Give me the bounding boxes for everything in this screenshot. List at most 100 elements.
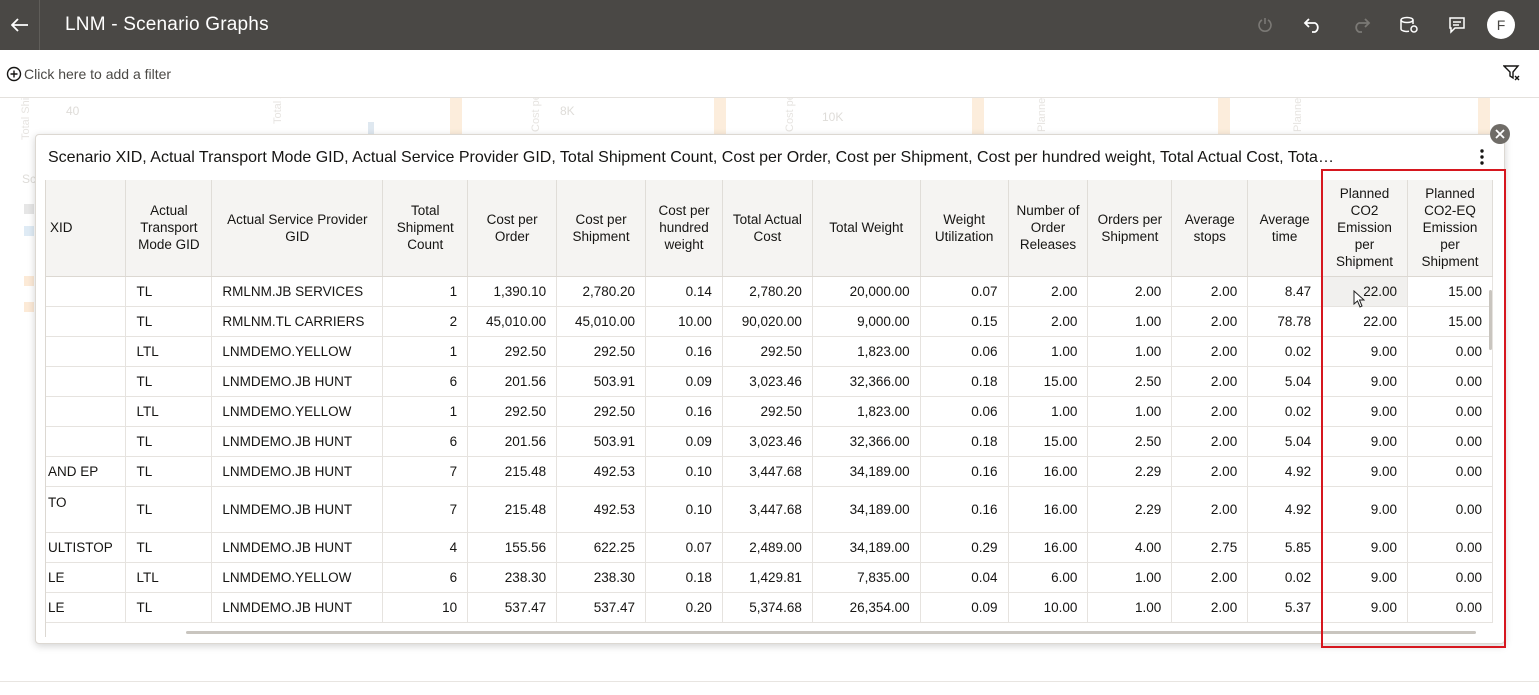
table-cell[interactable]: 4.92 bbox=[1247, 456, 1323, 487]
table-cell[interactable]: LTL bbox=[125, 336, 213, 367]
table-cell[interactable]: 2.00 bbox=[1171, 592, 1249, 623]
comments-button[interactable] bbox=[1433, 0, 1481, 50]
table-cell[interactable]: TL bbox=[125, 276, 213, 307]
table-cell[interactable]: 5.85 bbox=[1247, 532, 1323, 563]
table-cell[interactable]: 26,354.00 bbox=[812, 592, 921, 623]
column-header[interactable]: Average time bbox=[1247, 180, 1323, 277]
table-cell[interactable]: TL bbox=[125, 592, 213, 623]
table-cell[interactable]: 0.00 bbox=[1407, 562, 1493, 593]
table-cell[interactable]: 292.50 bbox=[722, 336, 813, 367]
table-cell[interactable]: 1.00 bbox=[1087, 306, 1173, 337]
table-cell[interactable] bbox=[46, 306, 127, 337]
table-cell[interactable]: 2,489.00 bbox=[722, 532, 813, 563]
table-cell[interactable]: 22.00 bbox=[1321, 306, 1408, 337]
table-cell[interactable]: 2.50 bbox=[1087, 426, 1173, 457]
table-row[interactable]: TL RMLNM.TL CARRIERS 2 45,010.00 45,010.00 10… bbox=[46, 306, 1493, 337]
table-cell[interactable]: 9.00 bbox=[1321, 396, 1408, 427]
table-cell[interactable]: 20,000.00 bbox=[812, 276, 921, 307]
table-cell[interactable] bbox=[46, 426, 127, 457]
table-cell[interactable]: 292.50 bbox=[467, 336, 558, 367]
table-cell[interactable]: 8.47 bbox=[1247, 276, 1323, 307]
table-cell[interactable]: 2.00 bbox=[1008, 306, 1089, 337]
table-cell[interactable]: LE bbox=[46, 562, 127, 593]
table-cell[interactable]: 0.15 bbox=[920, 306, 1009, 337]
table-cell[interactable]: 0.04 bbox=[920, 562, 1009, 593]
table-cell[interactable]: LTL bbox=[125, 562, 213, 593]
table-cell[interactable]: LTL bbox=[125, 396, 213, 427]
table-row[interactable]: TL RMLNM.JB SERVICES 1 1,390.10 2,780.20 0.14… bbox=[46, 276, 1493, 307]
table-cell[interactable]: 0.00 bbox=[1407, 366, 1493, 397]
table-cell[interactable]: 22.00 bbox=[1321, 276, 1408, 307]
table-cell[interactable]: 0.18 bbox=[645, 562, 723, 593]
table-cell[interactable]: LNMDEMO.JB HUNT bbox=[211, 592, 384, 623]
table-cell[interactable]: 78.78 bbox=[1247, 306, 1323, 337]
user-avatar[interactable]: F bbox=[1487, 11, 1515, 39]
column-header[interactable]: XID bbox=[46, 180, 127, 277]
column-header[interactable]: Weight Utilization bbox=[920, 180, 1009, 277]
table-cell[interactable]: 2,780.20 bbox=[722, 276, 813, 307]
table-cell[interactable]: LE bbox=[46, 592, 127, 623]
table-cell[interactable]: 238.30 bbox=[467, 562, 558, 593]
table-cell[interactable]: 492.53 bbox=[556, 456, 647, 487]
table-cell[interactable]: 9.00 bbox=[1321, 532, 1408, 563]
table-cell[interactable]: 6 bbox=[382, 562, 469, 593]
table-cell[interactable]: 2.00 bbox=[1171, 486, 1249, 533]
column-header[interactable]: Cost per Shipment bbox=[556, 180, 647, 277]
column-header[interactable]: Actual Service Provider GID bbox=[211, 180, 384, 277]
table-cell[interactable]: LNMDEMO.JB HUNT bbox=[211, 486, 384, 533]
table-cell[interactable] bbox=[46, 396, 127, 427]
table-cell[interactable]: 4.00 bbox=[1087, 532, 1173, 563]
table-cell[interactable]: ULTISTOP bbox=[46, 532, 127, 563]
table-cell[interactable]: 15.00 bbox=[1407, 276, 1493, 307]
table-cell[interactable]: TL bbox=[125, 306, 213, 337]
table-cell[interactable]: 0.00 bbox=[1407, 592, 1493, 623]
table-cell[interactable]: 0.06 bbox=[920, 396, 1009, 427]
table-cell[interactable]: TL bbox=[125, 532, 213, 563]
table-cell[interactable]: 45,010.00 bbox=[467, 306, 558, 337]
table-cell[interactable]: 34,189.00 bbox=[812, 532, 921, 563]
table-row[interactable]: ULTISTOP TL LNMDEMO.JB HUNT 4 155.56 622.25 0.… bbox=[46, 532, 1493, 563]
table-cell[interactable]: 45,010.00 bbox=[556, 306, 647, 337]
filter-options-button[interactable] bbox=[1502, 64, 1521, 87]
column-header[interactable]: Planned CO2-EQ Emission per Shipment bbox=[1407, 180, 1493, 277]
table-cell[interactable]: 10.00 bbox=[645, 306, 723, 337]
table-cell[interactable]: 15.00 bbox=[1008, 366, 1089, 397]
table-cell[interactable]: 0.16 bbox=[645, 336, 723, 367]
table-cell[interactable]: 3,447.68 bbox=[722, 486, 813, 533]
table-cell[interactable]: 9.00 bbox=[1321, 592, 1408, 623]
table-cell[interactable]: LNMDEMO.JB HUNT bbox=[211, 366, 384, 397]
table-cell[interactable]: 90,020.00 bbox=[722, 306, 813, 337]
table-cell[interactable]: 0.00 bbox=[1407, 532, 1493, 563]
table-cell[interactable]: 5.37 bbox=[1247, 592, 1323, 623]
table-cell[interactable]: 1,390.10 bbox=[467, 276, 558, 307]
table-cell[interactable]: 201.56 bbox=[467, 426, 558, 457]
table-cell[interactable]: TL bbox=[125, 366, 213, 397]
column-header[interactable]: Total Weight bbox=[812, 180, 921, 277]
table-cell[interactable]: TO bbox=[46, 486, 127, 533]
table-cell[interactable]: 10 bbox=[382, 592, 469, 623]
table-cell[interactable]: LNMDEMO.YELLOW bbox=[211, 562, 384, 593]
table-cell[interactable]: 201.56 bbox=[467, 366, 558, 397]
table-cell[interactable]: 9.00 bbox=[1321, 336, 1408, 367]
vertical-scrollbar[interactable] bbox=[1489, 290, 1492, 350]
column-header[interactable]: Cost per Order bbox=[467, 180, 558, 277]
table-cell[interactable]: 0.16 bbox=[920, 456, 1009, 487]
table-cell[interactable]: 34,189.00 bbox=[812, 486, 921, 533]
table-cell[interactable]: 5,374.68 bbox=[722, 592, 813, 623]
table-cell[interactable]: 4 bbox=[382, 532, 469, 563]
table-cell[interactable]: 10.00 bbox=[1008, 592, 1089, 623]
table-cell[interactable]: 2,780.20 bbox=[556, 276, 647, 307]
table-cell[interactable]: 292.50 bbox=[722, 396, 813, 427]
table-cell[interactable]: 1.00 bbox=[1087, 562, 1173, 593]
table-cell[interactable]: 1.00 bbox=[1087, 336, 1173, 367]
table-cell[interactable]: 0.02 bbox=[1247, 396, 1323, 427]
table-cell[interactable]: 1.00 bbox=[1008, 336, 1089, 367]
table-cell[interactable]: 2.00 bbox=[1087, 276, 1173, 307]
table-cell[interactable]: 2.00 bbox=[1171, 426, 1249, 457]
table-cell[interactable]: 0.09 bbox=[920, 592, 1009, 623]
undo-button[interactable] bbox=[1289, 0, 1337, 50]
table-cell[interactable]: 6.00 bbox=[1008, 562, 1089, 593]
table-cell[interactable]: 9.00 bbox=[1321, 486, 1408, 533]
horizontal-scrollbar[interactable] bbox=[186, 631, 1476, 634]
table-cell[interactable]: LNMDEMO.JB HUNT bbox=[211, 532, 384, 563]
